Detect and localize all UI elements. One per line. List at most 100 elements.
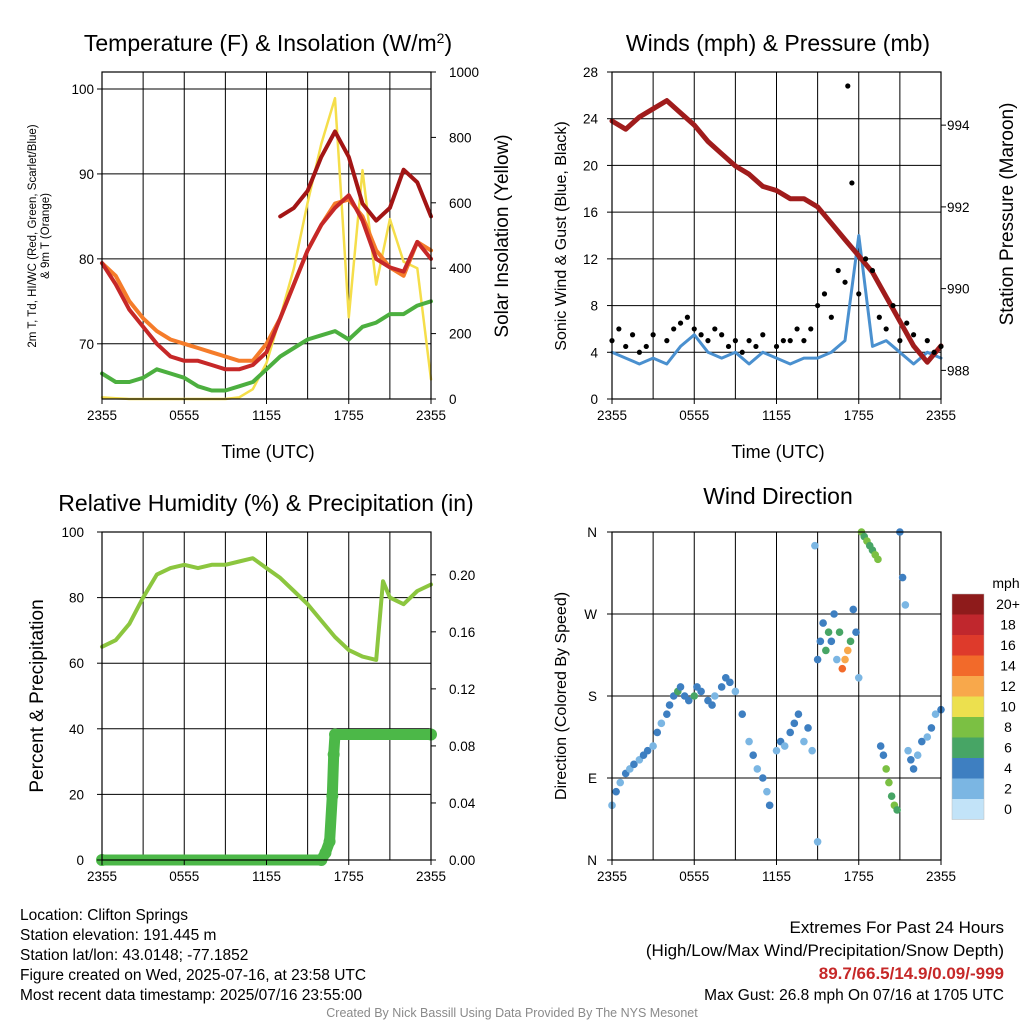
- gust-point: [698, 332, 704, 338]
- gust-point: [821, 291, 828, 297]
- legend-swatch: [952, 594, 984, 615]
- y-axis-label: Percent & Precipitation: [27, 599, 48, 792]
- y-right-tick-label: 0: [449, 392, 457, 407]
- y-tick-label: 100: [61, 525, 84, 540]
- legend-swatch: [952, 614, 984, 635]
- y-right-tick-label: 994: [947, 118, 970, 133]
- y-tick-label: 8: [590, 299, 598, 314]
- dewpoint-line: [100, 299, 433, 393]
- direction-point: [711, 692, 719, 700]
- legend-label: 4: [1004, 760, 1012, 776]
- direction-point: [649, 742, 657, 750]
- y-tick-label: 70: [79, 337, 94, 352]
- gust-point: [780, 338, 786, 344]
- direction-point: [663, 710, 671, 719]
- y-tick-label: 100: [71, 82, 94, 97]
- legend-label: 18: [1000, 617, 1016, 633]
- x-tick-label: 0555: [679, 869, 709, 884]
- direction-point: [879, 751, 888, 760]
- max-gust: Max Gust: 26.8 mph On 07/16 at 1705 UTC: [704, 987, 1004, 1004]
- direction-point: [907, 755, 915, 764]
- direction-point: [758, 774, 767, 782]
- direction-point: [838, 664, 847, 673]
- direction-point: [913, 751, 922, 760]
- legend-swatch: [952, 676, 984, 697]
- gust-point: [753, 343, 759, 350]
- legend-title: mph: [992, 575, 1019, 591]
- y-tick-label: 90: [79, 167, 94, 182]
- precip-point: [329, 728, 342, 741]
- y-tick-label: 80: [79, 252, 94, 267]
- direction-point: [612, 787, 620, 796]
- direction-point: [876, 742, 885, 750]
- pressure-line: [609, 98, 944, 365]
- y-right-tick-label: 200: [449, 327, 472, 342]
- extremes-title: Extremes For Past 24 Hours: [789, 918, 1004, 937]
- x-tick-label: 1755: [334, 869, 364, 884]
- legend-swatch: [952, 778, 984, 799]
- gust-point: [910, 332, 917, 338]
- x-tick-label: 2355: [926, 408, 956, 423]
- x-axis-label: Time (UTC): [221, 442, 314, 462]
- direction-point: [643, 746, 652, 755]
- y-tick-label: E: [588, 771, 597, 786]
- direction-point: [931, 710, 940, 719]
- gust-point: [904, 320, 910, 326]
- legend-swatch: [952, 655, 984, 676]
- gust-point: [773, 343, 780, 350]
- y-tick-label: 4: [590, 345, 598, 360]
- temperature-line: [100, 193, 433, 372]
- direction-point: [657, 719, 666, 728]
- direction-point: [786, 728, 795, 737]
- direction-point: [898, 573, 907, 582]
- direction-point: [804, 724, 812, 732]
- gust-point: [794, 326, 800, 332]
- direction-point: [749, 751, 757, 760]
- y-axis-right-label: Station Pressure (Maroon): [997, 103, 1018, 326]
- direction-point: [684, 696, 693, 705]
- direction-point: [813, 837, 822, 846]
- y-axis-label: Sonic Wind & Gust (Blue, Black): [553, 121, 570, 350]
- gust-point: [849, 180, 855, 186]
- panel-title-temperature: Temperature (F) & Insolation (W/m2): [84, 30, 452, 56]
- x-tick-label: 1755: [844, 869, 874, 884]
- precip-point: [326, 789, 339, 802]
- direction-point: [794, 710, 803, 719]
- gust-point: [636, 349, 643, 355]
- direction-point: [909, 765, 918, 773]
- wind-line: [610, 234, 943, 366]
- legend-label: 16: [1000, 637, 1016, 653]
- direction-point: [726, 678, 734, 687]
- direction-point: [843, 646, 852, 655]
- direction-point: [830, 610, 838, 618]
- direction-point: [824, 628, 833, 637]
- footer-latlon: Station lat/lon: 43.0148; -77.1852: [20, 947, 249, 964]
- direction-point: [918, 737, 926, 746]
- y-right-tick-label: 0.16: [449, 625, 475, 640]
- panel-title-humidity: Relative Humidity (%) & Precipitation (i…: [58, 490, 473, 516]
- gust-point: [677, 320, 684, 326]
- direction-point: [841, 655, 849, 664]
- direction-point: [901, 601, 910, 609]
- direction-point: [854, 673, 863, 682]
- gust-point: [856, 291, 862, 297]
- x-tick-label: 2355: [87, 408, 117, 423]
- gust-point: [863, 256, 869, 262]
- direction-point: [827, 637, 836, 646]
- direction-point: [690, 692, 699, 700]
- gust-point: [629, 332, 636, 338]
- rh-line: [100, 556, 433, 662]
- y-tick-label: S: [588, 689, 597, 704]
- gust-point: [787, 338, 793, 344]
- direction-point: [745, 737, 753, 746]
- gust-point: [732, 338, 738, 344]
- direction-point: [852, 628, 860, 637]
- direction-point: [772, 746, 781, 755]
- direction-point: [904, 746, 912, 755]
- direction-point: [893, 806, 901, 814]
- footer-recent: Most recent data timestamp: 2025/07/16 2…: [20, 987, 363, 1004]
- direction-point: [819, 619, 827, 627]
- legend-swatch: [952, 717, 984, 738]
- legend-swatch: [952, 799, 984, 820]
- y-tick-label: 16: [583, 205, 598, 220]
